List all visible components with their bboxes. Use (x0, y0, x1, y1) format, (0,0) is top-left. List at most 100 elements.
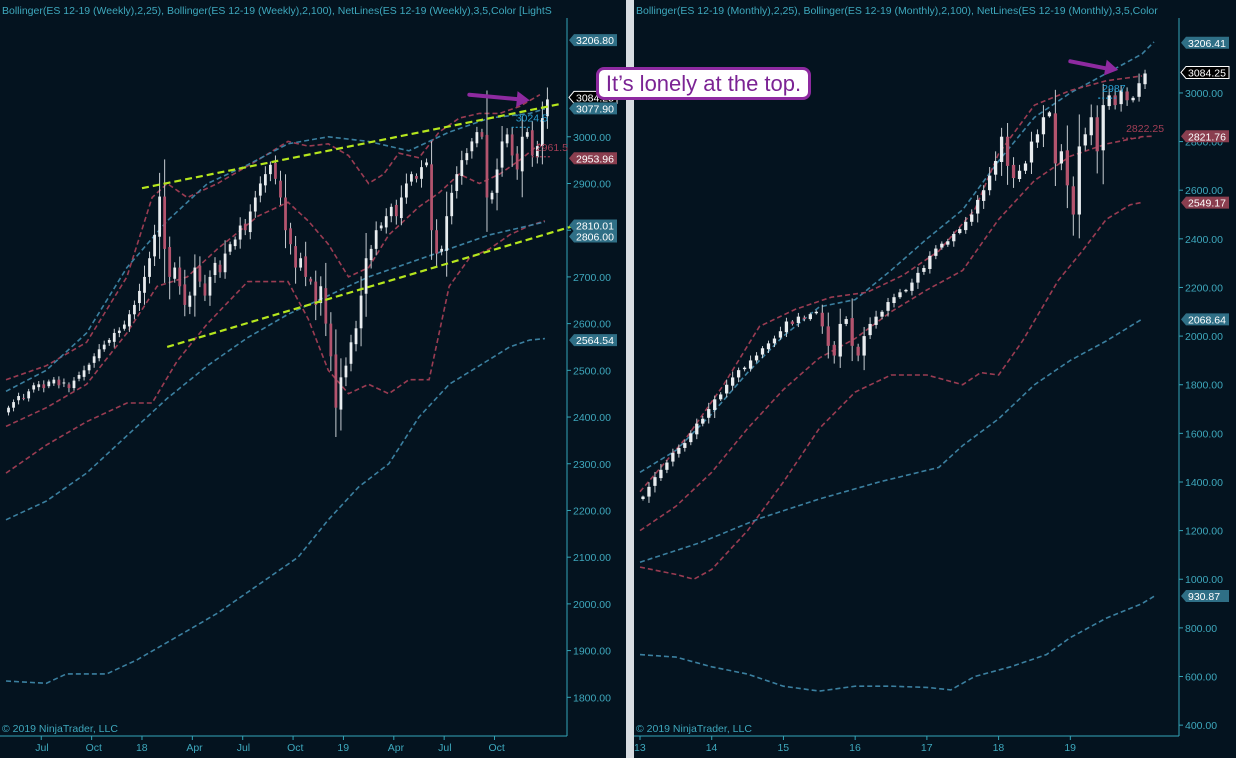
weekly-candle-body (430, 164, 433, 231)
weekly-candle-body (410, 174, 413, 182)
weekly-candle-body (490, 192, 494, 200)
weekly-candle-body (314, 281, 318, 305)
monthly-bb25-lower-band (639, 201, 1143, 581)
monthly-candle-body (916, 272, 920, 283)
monthly-candle-body (982, 190, 986, 201)
callout-annotation: It’s lonely at the top. (596, 67, 811, 100)
weekly-candle-body (399, 197, 403, 219)
weekly-candle-body (102, 344, 106, 350)
monthly-x-tick-label: 16 (849, 742, 861, 754)
monthly-x-tick-label: 19 (1064, 742, 1076, 754)
weekly-candle-body (480, 132, 484, 137)
weekly-x-tick-label: Oct (287, 742, 303, 754)
monthly-candle-body (1131, 97, 1135, 101)
monthly-y-tick-label: 600.00 (1185, 672, 1217, 684)
weekly-candle-body (7, 407, 10, 413)
monthly-candle-body (683, 443, 687, 448)
weekly-candle-body (238, 225, 242, 240)
monthly-candle-body (976, 199, 980, 214)
weekly-candle-body (515, 153, 519, 170)
monthly-candle-body (904, 289, 908, 292)
weekly-price-tag (569, 230, 617, 243)
monthly-bb25-outer-upper-band (639, 75, 1143, 493)
weekly-y-tick-label: 2400.00 (573, 412, 611, 424)
weekly-y-tick-label: 2500.00 (573, 365, 611, 377)
weekly-candle-body (218, 264, 222, 273)
weekly-candle-body (269, 164, 272, 175)
weekly-price-tag-label: 2564.54 (576, 335, 614, 347)
weekly-candle-body (133, 304, 136, 315)
weekly-candle-body (485, 134, 489, 198)
weekly-candle-body (97, 349, 101, 359)
weekly-price-tag (569, 102, 617, 115)
monthly-candle-body (1107, 95, 1111, 107)
weekly-candle-body (334, 354, 338, 408)
monthly-x-tick-label: 14 (706, 742, 718, 754)
monthly-candle-body (784, 321, 789, 333)
weekly-candle-body (47, 381, 51, 387)
weekly-candle-body (243, 223, 247, 231)
weekly-candle-body (344, 365, 348, 378)
weekly-candle-body (82, 370, 86, 377)
monthly-price-tag (1181, 196, 1229, 209)
weekly-x-tick-label: Oct (86, 742, 102, 754)
weekly-candle-body (525, 132, 529, 137)
weekly-candle-body (445, 216, 449, 251)
monthly-candle-body (1005, 136, 1010, 166)
weekly-candle-body (535, 146, 539, 158)
weekly-candle-body (27, 391, 31, 399)
weekly-y-tick-label: 2900.00 (573, 178, 611, 190)
weekly-candle-body (42, 384, 46, 389)
weekly-y-tick-label: 2300.00 (573, 459, 611, 471)
monthly-candle-body (1137, 83, 1141, 97)
monthly-candle-body (999, 136, 1004, 162)
weekly-candle-body (188, 295, 192, 307)
weekly-chart-panel[interactable]: Bollinger(ES 12-19 (Weekly),2,25), Bolli… (0, 0, 626, 758)
weekly-x-tick-label: Jul (35, 742, 48, 754)
monthly-price-tag (1181, 313, 1229, 326)
monthly-y-tick-label: 1000.00 (1185, 574, 1223, 586)
monthly-copyright-text: © 2019 NinjaTrader, LLC (636, 723, 752, 735)
weekly-x-tick-label: Jul (438, 742, 451, 754)
weekly-x-tick-label: Jul (237, 742, 250, 754)
monthly-candle-body (736, 370, 741, 378)
weekly-candle-body (319, 286, 323, 304)
monthly-chart[interactable]: Bollinger(ES 12-19 (Monthly),2,25), Boll… (634, 0, 1236, 758)
weekly-candle-body (405, 183, 408, 198)
weekly-candle-body (203, 283, 207, 296)
monthly-candle-body (1083, 134, 1087, 146)
monthly-candle-body (898, 292, 902, 298)
weekly-arrow-head (516, 91, 530, 108)
monthly-candle-body (653, 477, 657, 486)
weekly-candle-body (339, 377, 343, 410)
monthly-candle-body (874, 316, 878, 325)
weekly-candle-body (87, 364, 91, 371)
weekly-candle-body (420, 167, 423, 179)
weekly-candle-body (213, 262, 217, 276)
monthly-bb25-upper-band (639, 41, 1155, 473)
monthly-price-tag-label: 2549.17 (1188, 198, 1226, 210)
weekly-candle-body (193, 267, 197, 296)
monthly-price-tag-label: 2068.64 (1188, 314, 1226, 326)
monthly-candle-body (832, 344, 836, 356)
monthly-price-tag-label: 3084.25 (1188, 67, 1226, 79)
monthly-candle-body (1071, 186, 1075, 215)
monthly-chart-panel[interactable]: Bollinger(ES 12-19 (Monthly),2,25), Boll… (634, 0, 1236, 758)
monthly-candle-body (659, 469, 663, 479)
weekly-x-tick-label: 18 (136, 742, 148, 754)
weekly-candle-body (450, 192, 454, 217)
monthly-candle-body (677, 447, 681, 454)
monthly-candle-body (766, 343, 771, 350)
monthly-y-tick-label: 1200.00 (1185, 526, 1223, 538)
weekly-y-tick-label: 3000.00 (573, 132, 611, 144)
monthly-candle-body (1143, 73, 1147, 85)
monthly-candle-body (814, 311, 818, 314)
weekly-candle-body (178, 267, 182, 287)
weekly-chart[interactable]: Bollinger(ES 12-19 (Weekly),2,25), Bolli… (0, 0, 626, 758)
weekly-candle-body (168, 247, 172, 277)
weekly-candle-body (359, 295, 363, 329)
weekly-candle-body (12, 402, 15, 408)
weekly-y-tick-label: 2200.00 (573, 505, 611, 517)
monthly-candle-body (892, 297, 896, 304)
weekly-candle-body (374, 230, 378, 249)
